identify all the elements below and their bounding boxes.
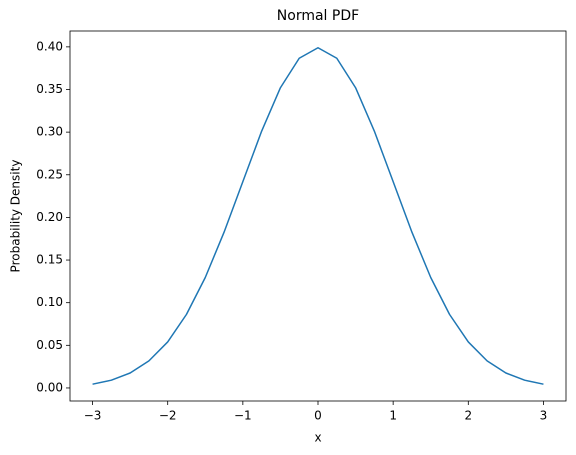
x-tick-label: −3 [84,409,102,423]
y-tick-label: 0.20 [36,210,63,224]
y-tick-label: 0.15 [36,253,63,267]
y-axis-label: Probability Density [9,160,23,273]
y-tick-label: 0.05 [36,338,63,352]
x-tick-label: −1 [234,409,252,423]
x-tick-label: 2 [464,409,472,423]
y-tick-label: 0.25 [36,167,63,181]
x-tick-label: 0 [314,409,322,423]
y-tick-label: 0.10 [36,295,63,309]
x-tick-label: 1 [389,409,397,423]
y-tick-label: 0.35 [36,82,63,96]
x-tick-label: −2 [159,409,177,423]
y-tick-label: 0.30 [36,125,63,139]
x-axis-label: x [314,431,321,445]
line-series [92,47,544,385]
x-tick-label: 3 [540,409,548,423]
chart-title: Normal PDF [277,8,359,24]
plot-frame [69,30,567,402]
y-tick-label: 0.00 [36,380,63,394]
y-tick-label: 0.40 [36,39,63,53]
